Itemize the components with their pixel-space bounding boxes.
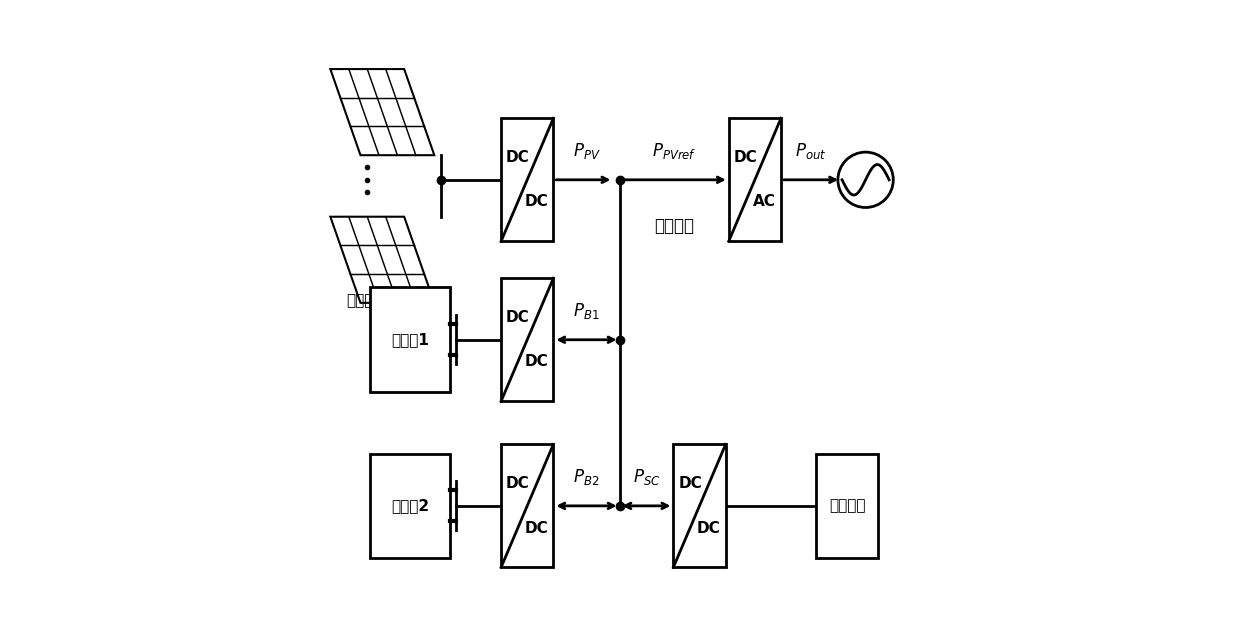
Text: 光伏阵列: 光伏阵列 — [346, 294, 383, 308]
Text: $P_{out}$: $P_{out}$ — [795, 142, 826, 161]
Bar — [501, 278, 554, 401]
Text: DC: DC — [506, 476, 530, 491]
Bar — [673, 444, 726, 567]
Text: DC: DC — [525, 354, 549, 370]
Bar — [370, 287, 450, 392]
Text: $P_{B1}$: $P_{B1}$ — [574, 302, 600, 321]
Polygon shape — [331, 217, 435, 303]
Text: $P_{PVref}$: $P_{PVref}$ — [652, 142, 696, 161]
Text: DC: DC — [698, 520, 721, 536]
Bar — [817, 454, 878, 558]
Polygon shape — [331, 69, 435, 155]
Text: 蓄电池2: 蓄电池2 — [392, 498, 430, 514]
Bar — [370, 454, 450, 558]
Text: $P_{SC}$: $P_{SC}$ — [633, 467, 660, 488]
Text: DC: DC — [506, 150, 530, 165]
Bar — [501, 118, 554, 241]
Text: DC: DC — [678, 476, 703, 491]
Text: $P_{PV}$: $P_{PV}$ — [572, 142, 600, 161]
Text: 直流母线: 直流母线 — [654, 217, 694, 235]
Text: 超级电容: 超级电容 — [829, 498, 865, 514]
Text: DC: DC — [733, 150, 757, 165]
Text: DC: DC — [525, 520, 549, 536]
Text: 蓄电池1: 蓄电池1 — [392, 332, 429, 347]
Text: DC: DC — [525, 195, 549, 210]
Bar — [501, 444, 554, 567]
Bar — [729, 118, 781, 241]
Text: $P_{B2}$: $P_{B2}$ — [574, 467, 600, 488]
Text: AC: AC — [753, 195, 776, 210]
Text: DC: DC — [506, 310, 530, 325]
